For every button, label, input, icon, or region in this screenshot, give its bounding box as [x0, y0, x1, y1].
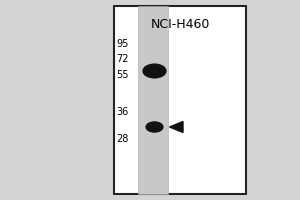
Text: NCI-H460: NCI-H460 [150, 18, 210, 31]
Ellipse shape [146, 122, 163, 132]
Text: 36: 36 [117, 107, 129, 117]
Text: 28: 28 [117, 134, 129, 144]
Polygon shape [169, 122, 183, 132]
Ellipse shape [143, 64, 166, 78]
Text: 95: 95 [117, 39, 129, 49]
Text: 72: 72 [116, 54, 129, 64]
Text: 55: 55 [116, 70, 129, 80]
Bar [114, 6, 246, 194]
Bar [138, 6, 168, 194]
